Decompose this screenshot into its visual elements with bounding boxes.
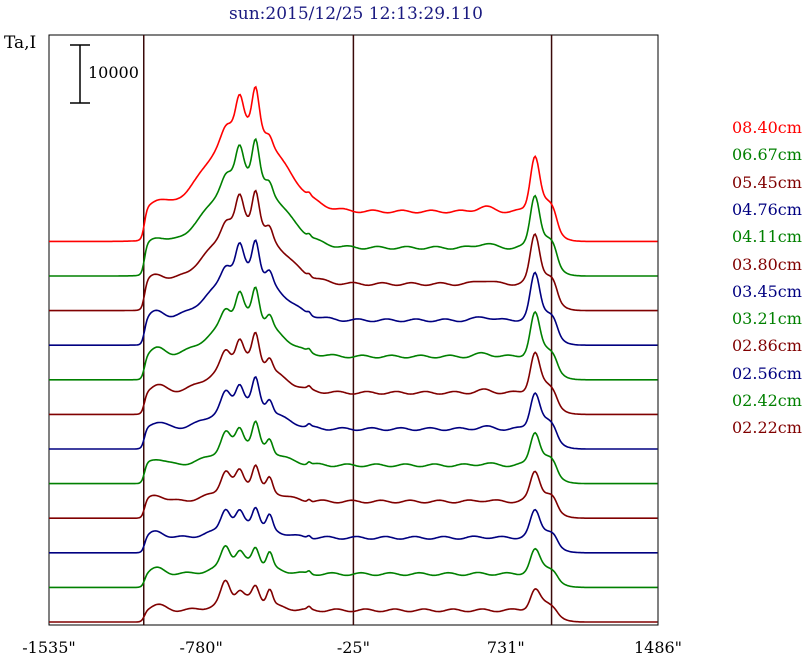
- series-line: [49, 85, 658, 243]
- legend-item: 04.76cm: [732, 199, 802, 219]
- series-line: [49, 579, 658, 623]
- series-line: [49, 420, 658, 485]
- legend-item: 08.40cm: [732, 118, 802, 137]
- legend-item: 02.56cm: [732, 363, 802, 383]
- series-layer: [49, 85, 658, 623]
- legend-item: 04.11cm: [732, 227, 802, 247]
- series-line: [49, 375, 658, 450]
- series-line: [49, 189, 658, 312]
- legend-item: 02.42cm: [732, 391, 802, 410]
- series-line: [49, 464, 658, 519]
- legend-item: 02.86cm: [732, 336, 802, 356]
- legend-item: 03.45cm: [732, 281, 802, 301]
- scale-bar: [70, 44, 90, 104]
- chart-title: sun:2015/12/25 12:13:29.110: [229, 4, 483, 24]
- legend-item: 02.22cm: [732, 418, 802, 438]
- legend-item: 03.80cm: [732, 254, 802, 274]
- series-line: [49, 331, 658, 416]
- y-axis-label: Ta,I: [4, 33, 37, 53]
- legend-item: 06.67cm: [732, 145, 802, 165]
- series-line: [49, 544, 658, 589]
- vertical-markers: [142, 35, 553, 625]
- x-tick-label: 1486": [633, 638, 683, 657]
- legend-item: 03.21cm: [732, 309, 802, 329]
- series-line: [49, 239, 658, 346]
- x-tick-label: -1535": [22, 638, 76, 657]
- series-line: [49, 506, 658, 554]
- series-line: [49, 137, 658, 277]
- legend-item: 05.45cm: [732, 172, 802, 192]
- series-line: [49, 286, 658, 381]
- x-tick-label: -25": [336, 638, 370, 657]
- x-tick-label: -780": [179, 638, 223, 657]
- scale-bar-label: 10000: [88, 63, 139, 82]
- x-tick-label: 731": [486, 638, 525, 657]
